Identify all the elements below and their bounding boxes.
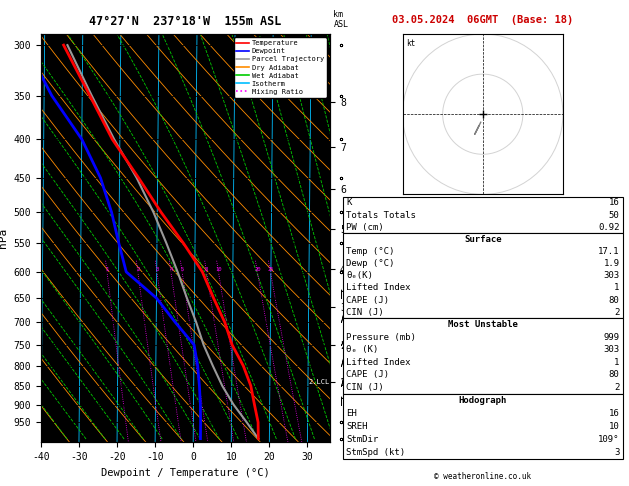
Text: PW (cm): PW (cm) <box>346 223 384 232</box>
Text: © weatheronline.co.uk: © weatheronline.co.uk <box>434 472 532 481</box>
Text: StmSpd (kt): StmSpd (kt) <box>346 448 405 457</box>
Text: kt: kt <box>406 39 416 48</box>
Text: EH: EH <box>346 409 357 418</box>
Text: 3: 3 <box>155 267 159 272</box>
Text: Totals Totals: Totals Totals <box>346 210 416 220</box>
Text: Hodograph: Hodograph <box>459 396 507 405</box>
Text: CIN (J): CIN (J) <box>346 308 384 317</box>
Text: K: K <box>346 198 352 208</box>
Text: θₑ(K): θₑ(K) <box>346 271 373 280</box>
Text: 0.92: 0.92 <box>598 223 620 232</box>
X-axis label: Dewpoint / Temperature (°C): Dewpoint / Temperature (°C) <box>101 468 270 478</box>
Text: 303: 303 <box>603 345 620 354</box>
Text: 47°27'N  237°18'W  155m ASL: 47°27'N 237°18'W 155m ASL <box>89 15 282 28</box>
Text: Lifted Index: Lifted Index <box>346 283 411 293</box>
Text: 2: 2 <box>614 383 620 392</box>
Text: 303: 303 <box>603 271 620 280</box>
Text: Most Unstable: Most Unstable <box>448 320 518 329</box>
Text: 1.9: 1.9 <box>603 259 620 268</box>
Text: 25: 25 <box>267 267 274 272</box>
Text: θₑ (K): θₑ (K) <box>346 345 378 354</box>
Text: Pressure (mb): Pressure (mb) <box>346 332 416 342</box>
Text: 109°: 109° <box>598 435 620 444</box>
Legend: Temperature, Dewpoint, Parcel Trajectory, Dry Adiabat, Wet Adiabat, Isotherm, Mi: Temperature, Dewpoint, Parcel Trajectory… <box>233 37 326 98</box>
Text: 80: 80 <box>609 295 620 305</box>
Text: 20: 20 <box>254 267 260 272</box>
Text: km
ASL: km ASL <box>333 10 348 29</box>
Text: 2: 2 <box>136 267 140 272</box>
Text: 80: 80 <box>609 370 620 380</box>
Text: Lifted Index: Lifted Index <box>346 358 411 367</box>
Text: Temp (°C): Temp (°C) <box>346 247 394 256</box>
Text: StmDir: StmDir <box>346 435 378 444</box>
Text: 50: 50 <box>609 210 620 220</box>
Text: 1: 1 <box>614 283 620 293</box>
Text: 3: 3 <box>614 448 620 457</box>
Text: Surface: Surface <box>464 235 501 244</box>
Text: SREH: SREH <box>346 422 367 431</box>
Text: 8: 8 <box>205 267 208 272</box>
Text: 03.05.2024  06GMT  (Base: 18): 03.05.2024 06GMT (Base: 18) <box>392 15 574 25</box>
Text: 5: 5 <box>181 267 184 272</box>
Text: 2: 2 <box>614 308 620 317</box>
Text: CAPE (J): CAPE (J) <box>346 370 389 380</box>
Text: 2.LCL: 2.LCL <box>309 379 330 385</box>
Text: 1: 1 <box>106 267 109 272</box>
Text: 999: 999 <box>603 332 620 342</box>
Text: 16: 16 <box>609 198 620 208</box>
Text: 1: 1 <box>614 358 620 367</box>
Text: 16: 16 <box>609 409 620 418</box>
Y-axis label: hPa: hPa <box>0 228 8 248</box>
Text: CIN (J): CIN (J) <box>346 383 384 392</box>
Text: 4: 4 <box>169 267 172 272</box>
Text: Dewp (°C): Dewp (°C) <box>346 259 394 268</box>
Text: 17.1: 17.1 <box>598 247 620 256</box>
Text: 10: 10 <box>609 422 620 431</box>
Text: 10: 10 <box>215 267 221 272</box>
Text: CAPE (J): CAPE (J) <box>346 295 389 305</box>
